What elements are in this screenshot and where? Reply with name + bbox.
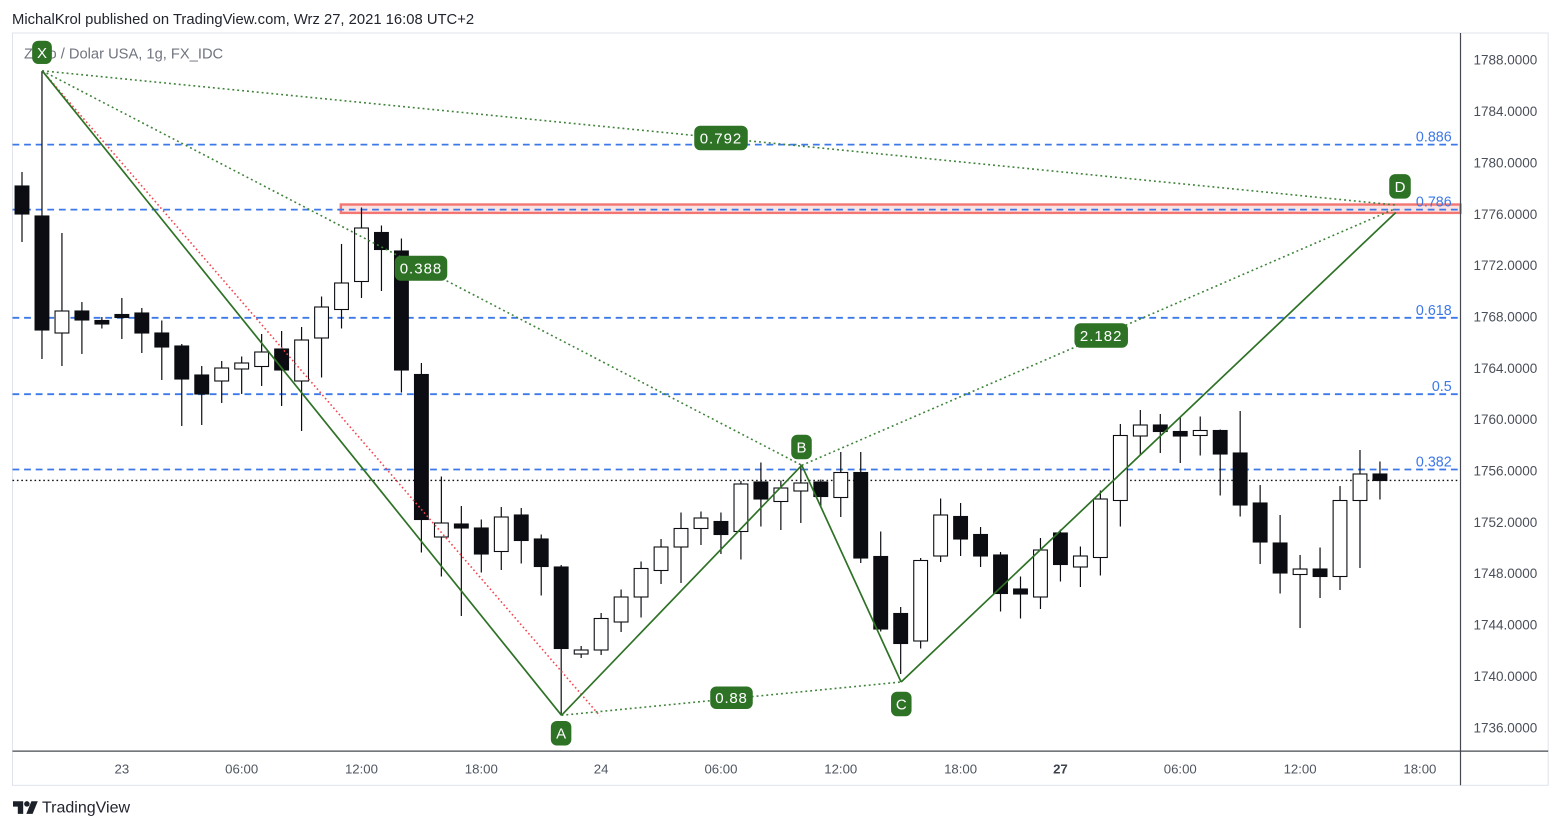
- svg-text:23: 23: [115, 761, 130, 776]
- svg-text:1780.0000: 1780.0000: [1474, 155, 1538, 170]
- svg-text:B: B: [796, 439, 806, 456]
- svg-text:1788.0000: 1788.0000: [1474, 53, 1538, 68]
- svg-text:X: X: [37, 45, 47, 62]
- svg-text:12:00: 12:00: [345, 761, 378, 776]
- svg-text:0.382: 0.382: [1416, 455, 1452, 471]
- svg-text:1748.0000: 1748.0000: [1474, 566, 1538, 581]
- svg-text:Złoto / Dolar USA, 1g, FX_IDC: Złoto / Dolar USA, 1g, FX_IDC: [24, 47, 224, 63]
- svg-text:1744.0000: 1744.0000: [1474, 618, 1538, 633]
- svg-text:18:00: 18:00: [944, 761, 977, 776]
- svg-text:1760.0000: 1760.0000: [1474, 412, 1538, 427]
- svg-text:1736.0000: 1736.0000: [1474, 720, 1538, 735]
- svg-text:1752.0000: 1752.0000: [1474, 515, 1538, 530]
- svg-text:TradingView: TradingView: [42, 800, 130, 817]
- svg-text:06:00: 06:00: [225, 761, 258, 776]
- svg-text:1776.0000: 1776.0000: [1474, 207, 1538, 222]
- svg-text:1764.0000: 1764.0000: [1474, 361, 1538, 376]
- svg-text:D: D: [1395, 179, 1406, 196]
- svg-text:A: A: [556, 726, 566, 743]
- svg-text:18:00: 18:00: [1403, 761, 1436, 776]
- svg-text:1784.0000: 1784.0000: [1474, 104, 1538, 119]
- svg-text:18:00: 18:00: [465, 761, 498, 776]
- svg-text:24: 24: [594, 761, 609, 776]
- svg-text:1772.0000: 1772.0000: [1474, 258, 1538, 273]
- svg-text:27: 27: [1053, 761, 1068, 776]
- svg-text:0.5: 0.5: [1432, 379, 1452, 395]
- svg-text:1756.0000: 1756.0000: [1474, 464, 1538, 479]
- svg-text:C: C: [896, 696, 907, 713]
- svg-text:2.182: 2.182: [1080, 328, 1123, 345]
- svg-text:0.618: 0.618: [1416, 303, 1452, 319]
- svg-text:12:00: 12:00: [1284, 761, 1317, 776]
- svg-text:MichalKrol published on Tradin: MichalKrol published on TradingView.com,…: [12, 12, 474, 28]
- svg-text:0.88: 0.88: [715, 690, 747, 707]
- svg-text:0.886: 0.886: [1416, 130, 1452, 146]
- svg-text:0.786: 0.786: [1416, 195, 1452, 211]
- svg-text:0.792: 0.792: [700, 130, 743, 147]
- svg-text:06:00: 06:00: [704, 761, 737, 776]
- svg-text:1768.0000: 1768.0000: [1474, 309, 1538, 324]
- svg-text:0.388: 0.388: [400, 261, 443, 278]
- svg-text:06:00: 06:00: [1164, 761, 1197, 776]
- svg-text:1740.0000: 1740.0000: [1474, 669, 1538, 684]
- svg-text:12:00: 12:00: [824, 761, 857, 776]
